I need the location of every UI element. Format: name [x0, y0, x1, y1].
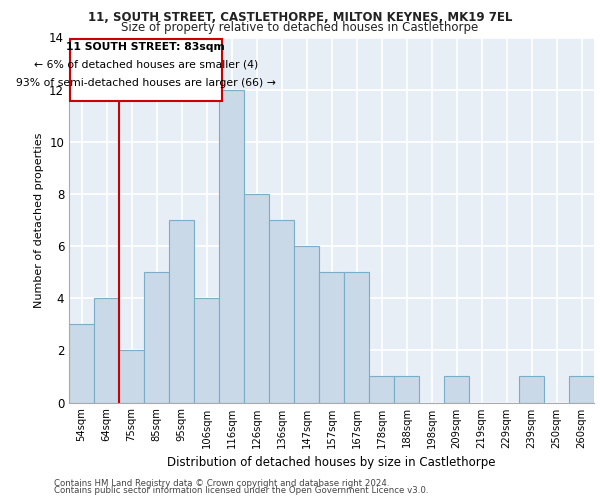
Bar	[219, 90, 244, 403]
Bar	[144, 272, 169, 402]
Bar	[269, 220, 294, 402]
Bar	[94, 298, 119, 403]
Y-axis label: Number of detached properties: Number of detached properties	[34, 132, 44, 308]
FancyBboxPatch shape	[70, 40, 222, 102]
Bar	[244, 194, 269, 402]
Bar	[369, 376, 394, 402]
Bar	[194, 298, 219, 403]
Text: Size of property relative to detached houses in Castlethorpe: Size of property relative to detached ho…	[121, 22, 479, 35]
Bar	[69, 324, 94, 402]
Text: 11, SOUTH STREET, CASTLETHORPE, MILTON KEYNES, MK19 7EL: 11, SOUTH STREET, CASTLETHORPE, MILTON K…	[88, 11, 512, 24]
Bar	[294, 246, 319, 402]
Bar	[319, 272, 344, 402]
Text: Contains HM Land Registry data © Crown copyright and database right 2024.: Contains HM Land Registry data © Crown c…	[54, 478, 389, 488]
Bar	[569, 376, 594, 402]
Bar	[344, 272, 369, 402]
Bar	[444, 376, 469, 402]
Bar	[519, 376, 544, 402]
Text: Contains public sector information licensed under the Open Government Licence v3: Contains public sector information licen…	[54, 486, 428, 495]
Text: ← 6% of detached houses are smaller (4): ← 6% of detached houses are smaller (4)	[34, 60, 258, 70]
X-axis label: Distribution of detached houses by size in Castlethorpe: Distribution of detached houses by size …	[167, 456, 496, 469]
Text: 93% of semi-detached houses are larger (66) →: 93% of semi-detached houses are larger (…	[16, 78, 275, 88]
Bar	[394, 376, 419, 402]
Text: 11 SOUTH STREET: 83sqm: 11 SOUTH STREET: 83sqm	[67, 42, 225, 51]
Bar	[119, 350, 144, 403]
Bar	[169, 220, 194, 402]
